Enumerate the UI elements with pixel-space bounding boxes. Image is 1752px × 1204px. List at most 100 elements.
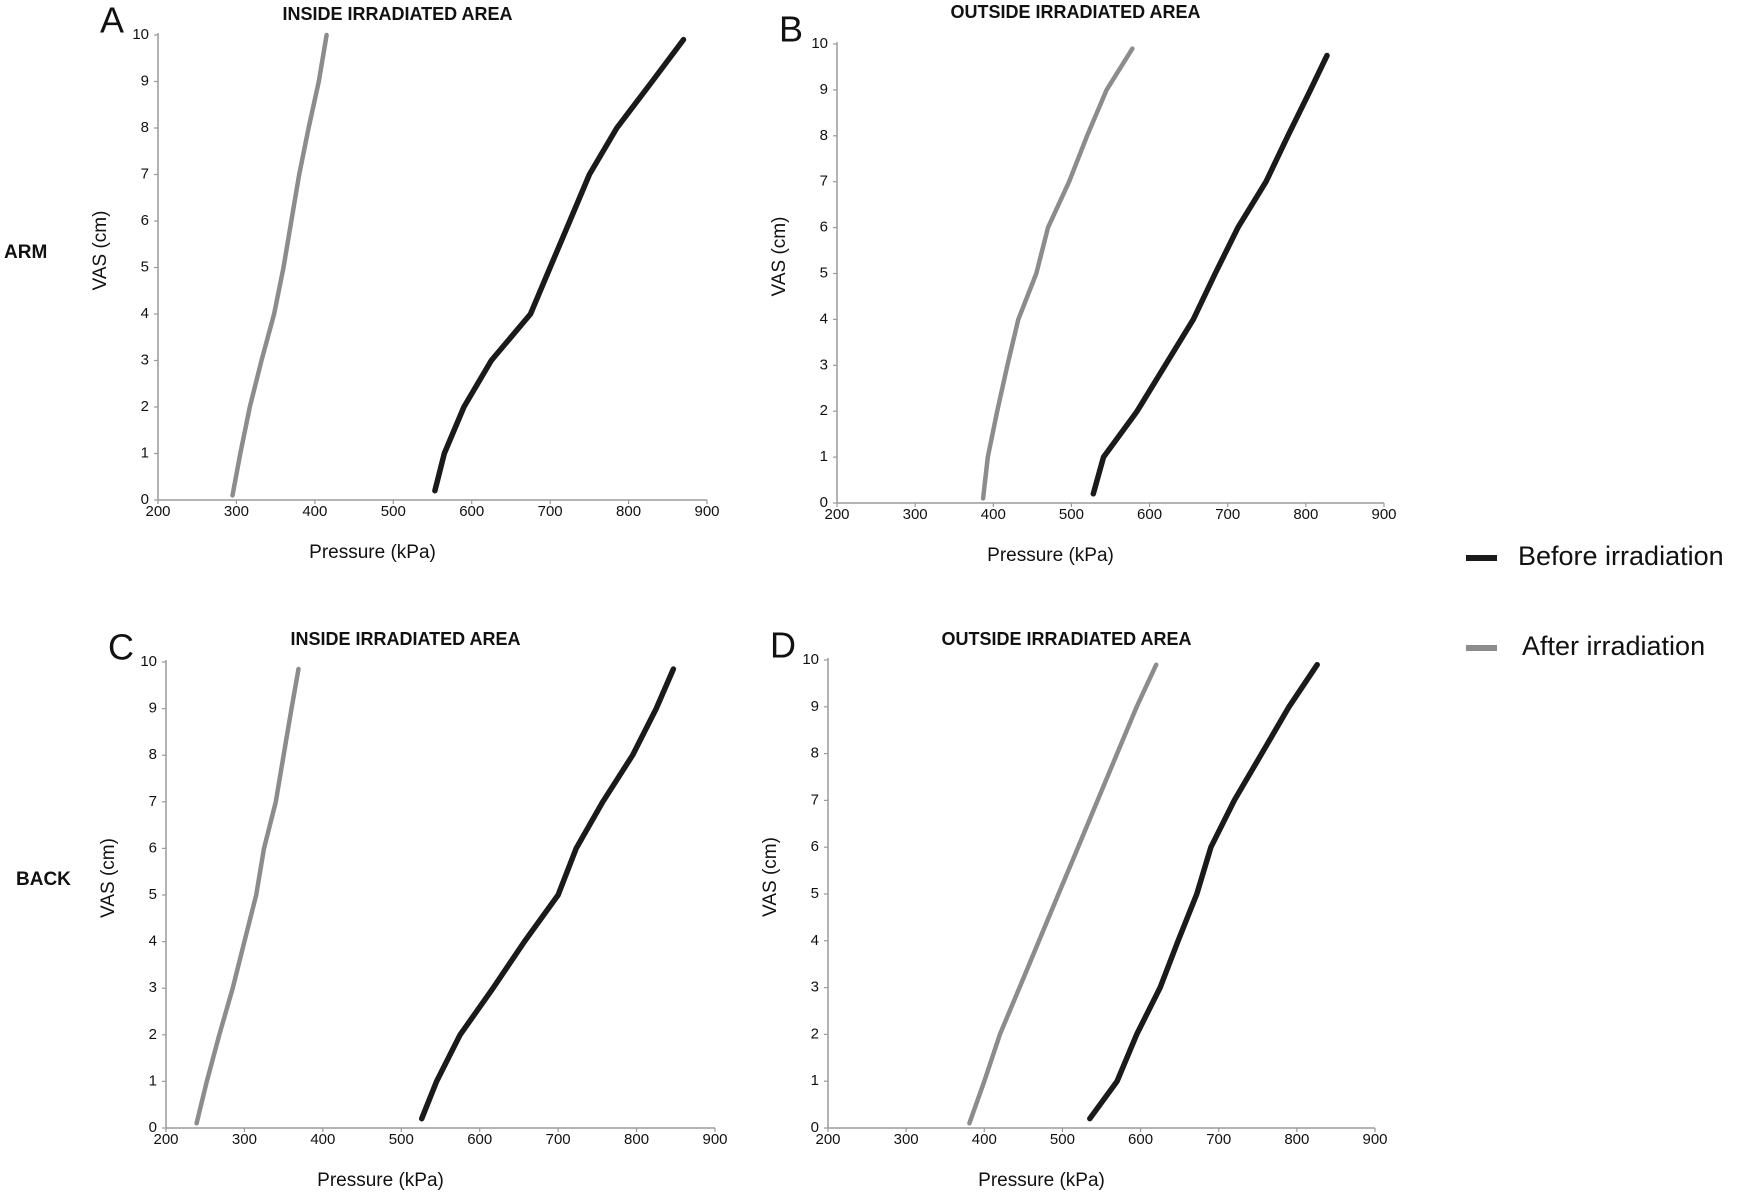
chart-title: INSIDE IRRADIATED AREA xyxy=(282,4,512,24)
x-tick-label: 500 xyxy=(389,1131,414,1148)
x-tick-label: 600 xyxy=(459,503,484,520)
y-tick-label: 9 xyxy=(820,81,828,98)
y-tick-label: 2 xyxy=(811,1025,819,1042)
data-line xyxy=(1090,52,1330,497)
data-line xyxy=(967,662,1159,1126)
y-tick-label: 6 xyxy=(149,839,157,856)
x-tick-label: 200 xyxy=(824,506,849,523)
panel-letter: C xyxy=(108,627,134,668)
chart-title: INSIDE IRRADIATED AREA xyxy=(290,629,520,649)
y-tick-label: 8 xyxy=(149,746,157,763)
y-axis-label: VAS (cm) xyxy=(769,217,790,297)
x-tick-label: 200 xyxy=(153,1131,178,1148)
y-tick-label: 0 xyxy=(149,1119,157,1136)
y-tick-label: 10 xyxy=(140,653,157,670)
y-tick-label: 2 xyxy=(141,398,149,415)
panel-letter: A xyxy=(100,0,124,41)
x-tick-label: 400 xyxy=(302,503,327,520)
x-tick-label: 600 xyxy=(1128,1131,1153,1148)
y-tick-label: 7 xyxy=(820,173,828,190)
y-tick-label: 7 xyxy=(811,791,819,808)
legend-label: Before irradiation xyxy=(1518,541,1724,571)
panel-letter: D xyxy=(770,625,796,666)
y-tick-label: 7 xyxy=(149,793,157,810)
y-tick-label: 4 xyxy=(141,305,149,322)
x-tick-label: 800 xyxy=(616,503,641,520)
x-tick-label: 400 xyxy=(310,1131,335,1148)
data-line xyxy=(230,32,329,498)
x-tick-label: 800 xyxy=(1293,506,1318,523)
x-tick-label: 500 xyxy=(381,503,406,520)
y-tick-label: 9 xyxy=(811,698,819,715)
panel-letter: B xyxy=(779,9,803,50)
y-tick-label: 9 xyxy=(141,72,149,89)
y-tick-label: 9 xyxy=(149,700,157,717)
chart-title: OUTSIDE IRRADIATED AREA xyxy=(950,2,1200,22)
y-axis-label: VAS (cm) xyxy=(760,837,781,917)
y-tick-label: 8 xyxy=(141,119,149,136)
y-tick-label: 6 xyxy=(820,219,828,236)
x-tick-label: 600 xyxy=(467,1131,492,1148)
y-axis-label: VAS (cm) xyxy=(98,838,119,918)
y-tick-label: 7 xyxy=(141,165,149,182)
x-axis-label: Pressure (kPa) xyxy=(309,542,436,563)
y-tick-label: 1 xyxy=(149,1072,157,1089)
y-tick-label: 0 xyxy=(811,1119,819,1136)
y-tick-label: 10 xyxy=(802,651,819,668)
y-tick-label: 5 xyxy=(141,258,149,275)
x-tick-label: 700 xyxy=(546,1131,571,1148)
x-tick-label: 400 xyxy=(981,506,1006,523)
x-tick-label: 600 xyxy=(1137,506,1162,523)
y-tick-label: 3 xyxy=(820,356,828,373)
x-tick-label: 900 xyxy=(694,503,719,520)
row-label: ARM xyxy=(4,242,47,263)
data-line xyxy=(194,666,301,1126)
x-tick-label: 700 xyxy=(1206,1131,1231,1148)
y-tick-label: 2 xyxy=(820,402,828,419)
y-tick-label: 3 xyxy=(811,979,819,996)
data-line xyxy=(432,36,687,494)
x-tick-label: 800 xyxy=(624,1131,649,1148)
y-tick-label: 3 xyxy=(149,979,157,996)
y-tick-label: 0 xyxy=(820,494,828,511)
chart-title: OUTSIDE IRRADIATED AREA xyxy=(941,629,1191,649)
data-line xyxy=(1087,661,1320,1122)
x-tick-label: 300 xyxy=(232,1131,257,1148)
y-tick-label: 10 xyxy=(132,26,149,43)
x-axis-label: Pressure (kPa) xyxy=(317,1170,444,1191)
y-tick-label: 1 xyxy=(820,448,828,465)
x-tick-label: 200 xyxy=(815,1131,840,1148)
x-tick-label: 300 xyxy=(224,503,249,520)
legend-label: After irradiation xyxy=(1522,631,1705,661)
x-tick-label: 200 xyxy=(145,503,170,520)
y-tick-label: 6 xyxy=(141,212,149,229)
y-tick-label: 5 xyxy=(820,264,828,281)
y-tick-label: 6 xyxy=(811,838,819,855)
y-tick-label: 4 xyxy=(149,933,157,950)
y-tick-label: 8 xyxy=(811,745,819,762)
row-label: BACK xyxy=(16,869,71,890)
y-tick-label: 10 xyxy=(811,35,828,52)
data-line xyxy=(980,46,1135,501)
x-tick-label: 300 xyxy=(903,506,928,523)
y-tick-label: 2 xyxy=(149,1026,157,1043)
y-tick-label: 3 xyxy=(141,351,149,368)
y-axis-label: VAS (cm) xyxy=(90,211,111,291)
y-tick-label: 0 xyxy=(141,491,149,508)
x-tick-label: 500 xyxy=(1059,506,1084,523)
y-tick-label: 5 xyxy=(811,885,819,902)
x-tick-label: 500 xyxy=(1050,1131,1075,1148)
y-tick-label: 1 xyxy=(811,1072,819,1089)
data-line xyxy=(418,666,677,1122)
y-tick-label: 4 xyxy=(811,932,819,949)
x-tick-label: 700 xyxy=(1215,506,1240,523)
x-tick-label: 900 xyxy=(702,1131,727,1148)
x-tick-label: 300 xyxy=(894,1131,919,1148)
x-tick-label: 900 xyxy=(1362,1131,1387,1148)
x-tick-label: 700 xyxy=(538,503,563,520)
x-axis-label: Pressure (kPa) xyxy=(987,545,1114,566)
x-tick-label: 900 xyxy=(1371,506,1396,523)
y-tick-label: 8 xyxy=(820,127,828,144)
y-tick-label: 1 xyxy=(141,444,149,461)
